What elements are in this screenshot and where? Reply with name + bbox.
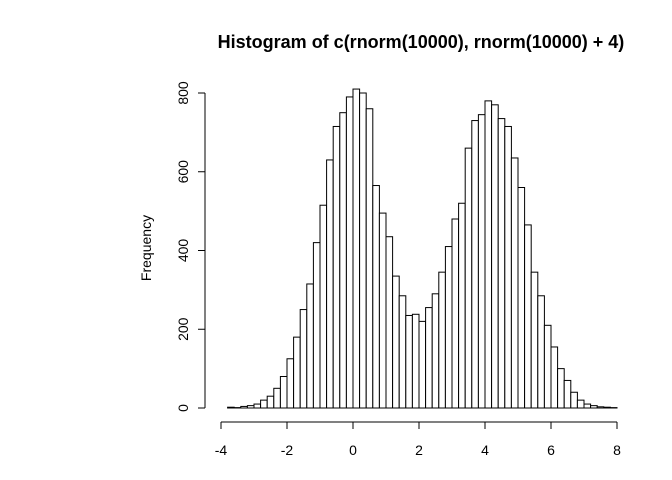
histogram-bar	[504, 125, 512, 409]
histogram-bar	[497, 118, 506, 409]
histogram-bar	[530, 271, 539, 409]
histogram-bar	[431, 293, 440, 409]
histogram-bar	[590, 405, 598, 409]
histogram-bar	[477, 114, 486, 409]
histogram-bar	[345, 96, 354, 409]
histogram-bar	[418, 320, 427, 409]
histogram-bar	[596, 406, 605, 409]
histogram-bars	[227, 88, 618, 409]
histogram-bar	[286, 358, 295, 409]
histogram-bar	[240, 405, 248, 409]
histogram-bar	[517, 187, 526, 409]
x-tick-label: -2	[281, 442, 294, 458]
histogram-bar	[312, 242, 321, 409]
histogram-bar	[339, 112, 347, 409]
x-tick-label: 0	[349, 442, 357, 458]
histogram-bar	[326, 159, 334, 409]
histogram-bar	[537, 295, 545, 409]
histogram-bar	[365, 108, 374, 409]
histogram-bar	[510, 157, 519, 409]
histogram-bar	[319, 204, 328, 409]
y-tick-label: 200	[175, 317, 191, 341]
histogram-bar	[398, 295, 407, 409]
x-tick-label: 2	[415, 442, 423, 458]
histogram-bar	[266, 395, 275, 409]
y-axis: 0 200 400 600 800	[175, 81, 206, 412]
histogram-bar	[444, 246, 453, 409]
histogram-bar	[583, 403, 592, 409]
histogram-bar	[378, 212, 387, 409]
histogram-bar	[293, 336, 301, 409]
x-tick-label: 8	[613, 442, 621, 458]
histogram-bar	[464, 147, 473, 409]
chart-title: Histogram of c(rnorm(10000), rnorm(10000…	[218, 32, 625, 52]
histogram-bar	[273, 387, 281, 409]
y-tick-label: 0	[175, 404, 191, 412]
y-tick-label: 600	[175, 160, 191, 184]
histogram-bar	[385, 236, 394, 409]
histogram-bar	[332, 125, 341, 409]
histogram-bar	[471, 120, 479, 409]
histogram-bar	[438, 271, 446, 409]
y-tick-label: 800	[175, 81, 191, 105]
histogram-bar	[405, 314, 413, 409]
histogram-bar	[246, 405, 255, 409]
histogram-bar	[603, 406, 611, 409]
histogram-bar	[484, 100, 493, 409]
histogram-bar	[260, 399, 268, 409]
histogram-bar	[491, 104, 499, 409]
histogram-bar	[451, 218, 460, 409]
histogram-bar	[392, 275, 400, 409]
histogram-bar	[227, 406, 235, 409]
x-tick-label: 6	[547, 442, 555, 458]
histogram-bar	[253, 403, 262, 409]
x-tick-label: 4	[481, 442, 489, 458]
histogram-bar	[411, 313, 420, 409]
x-axis: -4 -2 0 2 4 6 8	[215, 421, 621, 458]
histogram-bar	[372, 185, 380, 409]
histogram-bar	[458, 202, 466, 409]
histogram-bar	[359, 92, 367, 409]
histogram-bar	[306, 283, 314, 409]
histogram-bar	[543, 324, 552, 409]
histogram-bar	[425, 307, 433, 409]
histogram-bar	[550, 346, 559, 409]
histogram-bar	[524, 224, 532, 409]
y-axis-title: Frequency	[138, 215, 154, 281]
histogram-bar	[352, 88, 361, 409]
histogram-bar	[570, 391, 578, 409]
histogram-bar	[299, 309, 308, 409]
histogram-bar	[563, 379, 572, 409]
y-tick-label: 400	[175, 239, 191, 263]
histogram-bar	[279, 376, 288, 409]
x-tick-label: -4	[215, 442, 228, 458]
histogram-bar	[576, 399, 585, 409]
histogram-bar	[557, 368, 565, 409]
